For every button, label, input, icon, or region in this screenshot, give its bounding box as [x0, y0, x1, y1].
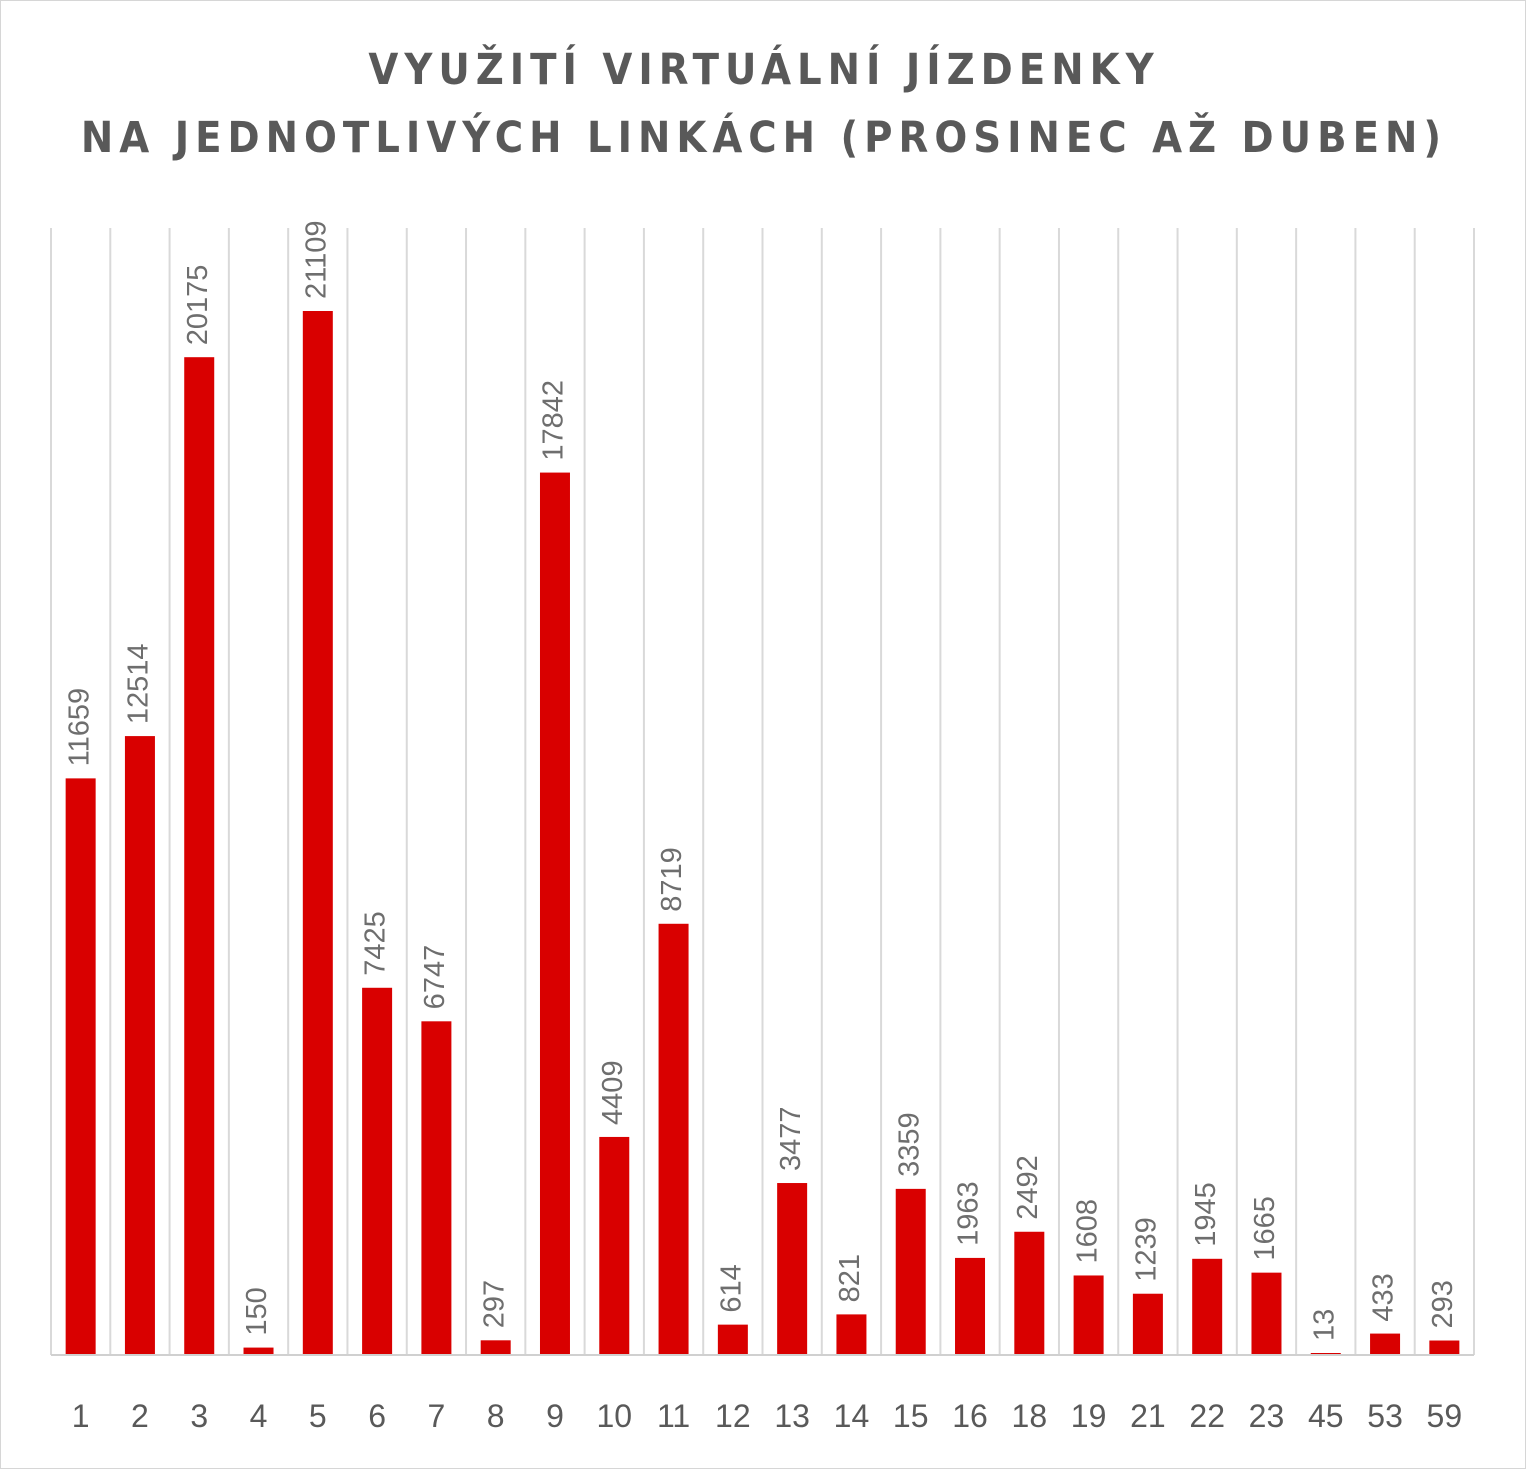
x-tick-label-9: 9 [546, 1398, 564, 1434]
bar-line-19 [1073, 1275, 1104, 1355]
data-label-line-8: 297 [478, 1280, 510, 1328]
x-tick-label-59: 59 [1427, 1398, 1463, 1434]
bar-line-14 [836, 1314, 867, 1355]
data-label-line-53: 433 [1368, 1273, 1400, 1321]
x-tick-label-15: 15 [893, 1398, 929, 1434]
bar-line-6 [362, 987, 393, 1355]
data-label-line-18: 2492 [1012, 1155, 1044, 1220]
bar-line-1 [65, 778, 96, 1355]
data-label-line-7: 6747 [419, 945, 451, 1010]
grid-lines [50, 228, 1475, 1355]
x-tick-label-1: 1 [72, 1398, 90, 1434]
bar-line-10 [599, 1136, 630, 1355]
bar-line-53 [1370, 1333, 1401, 1355]
data-label-line-5: 21109 [300, 221, 332, 300]
data-label-line-4: 150 [241, 1287, 273, 1335]
bar-line-8 [480, 1340, 511, 1355]
x-tick-label-8: 8 [487, 1398, 505, 1434]
bar-line-7 [421, 1021, 452, 1355]
data-label-line-2: 12514 [123, 643, 155, 724]
bar-line-21 [1132, 1293, 1163, 1355]
data-label-line-11: 8719 [656, 847, 688, 912]
data-label-line-19: 1608 [1071, 1199, 1103, 1264]
bar-line-15 [895, 1188, 926, 1355]
data-label-line-16: 1963 [953, 1181, 985, 1246]
bar-line-2 [124, 736, 155, 1355]
x-tick-label-22: 22 [1189, 1398, 1225, 1434]
data-label-line-13: 3477 [775, 1107, 807, 1172]
data-label-line-12: 614 [716, 1264, 748, 1312]
x-tick-label-11: 11 [657, 1398, 690, 1434]
x-tick-label-45: 45 [1308, 1398, 1344, 1434]
data-label-line-59: 293 [1427, 1280, 1459, 1328]
x-tick-label-4: 4 [250, 1398, 268, 1434]
x-tick-label-7: 7 [427, 1398, 445, 1434]
data-label-line-14: 821 [834, 1254, 866, 1302]
x-tick-label-16: 16 [952, 1398, 988, 1434]
x-tick-label-3: 3 [190, 1398, 208, 1434]
x-tick-label-23: 23 [1249, 1398, 1285, 1434]
x-tick-label-13: 13 [774, 1398, 810, 1434]
bar-line-5 [302, 311, 333, 1355]
data-labels: 11659 12514 20175 150 21109 7425 6747 297 17842 4… [63, 221, 1459, 1342]
bar-line-4 [243, 1347, 274, 1355]
x-tick-label-6: 6 [368, 1398, 386, 1434]
x-tick-label-19: 19 [1071, 1398, 1107, 1434]
chart-title-line-1: VYUŽITÍ VIRTUÁLNÍ JÍZDENKY [368, 45, 1160, 95]
bar-line-22 [1192, 1258, 1223, 1355]
x-tick-label-5: 5 [309, 1398, 327, 1434]
data-label-line-1: 11659 [63, 688, 95, 767]
data-label-line-21: 1239 [1131, 1217, 1163, 1282]
data-label-line-6: 7425 [360, 911, 392, 976]
data-label-line-3: 20175 [182, 265, 214, 346]
data-label-line-45: 13 [1308, 1309, 1340, 1341]
data-label-line-15: 3359 [893, 1112, 925, 1177]
x-tick-label-53: 53 [1367, 1398, 1403, 1434]
x-tick-label-12: 12 [715, 1398, 751, 1434]
data-label-line-10: 4409 [597, 1060, 629, 1125]
bar-line-18 [1014, 1231, 1045, 1355]
x-tick-label-14: 14 [834, 1398, 870, 1434]
bar-line-12 [717, 1324, 748, 1355]
x-tick-label-18: 18 [1012, 1398, 1048, 1434]
bar-line-9 [539, 472, 570, 1356]
bars [65, 311, 1460, 1356]
chart-title-line-2: NA JEDNOTLIVÝCH LINKÁCH (PROSINEC AŽ DUB… [80, 113, 1448, 163]
bar-line-11 [658, 923, 689, 1355]
data-label-line-22: 1945 [1190, 1182, 1222, 1247]
x-tick-label-2: 2 [131, 1398, 149, 1434]
x-tick-labels: 1 2 3 4 5 6 7 8 9 10 11 12 13 14 15 16 18 19 21 22 23 45 53 59 [72, 1398, 1462, 1434]
bar-line-3 [184, 357, 215, 1356]
x-tick-label-21: 21 [1130, 1398, 1166, 1434]
bar-line-13 [777, 1183, 808, 1355]
bar-line-16 [955, 1257, 986, 1355]
bar-line-23 [1251, 1272, 1282, 1355]
bar-line-59 [1429, 1340, 1460, 1355]
x-tick-label-10: 10 [596, 1398, 632, 1434]
data-label-line-23: 1665 [1249, 1196, 1281, 1261]
data-label-line-9: 17842 [538, 380, 570, 461]
